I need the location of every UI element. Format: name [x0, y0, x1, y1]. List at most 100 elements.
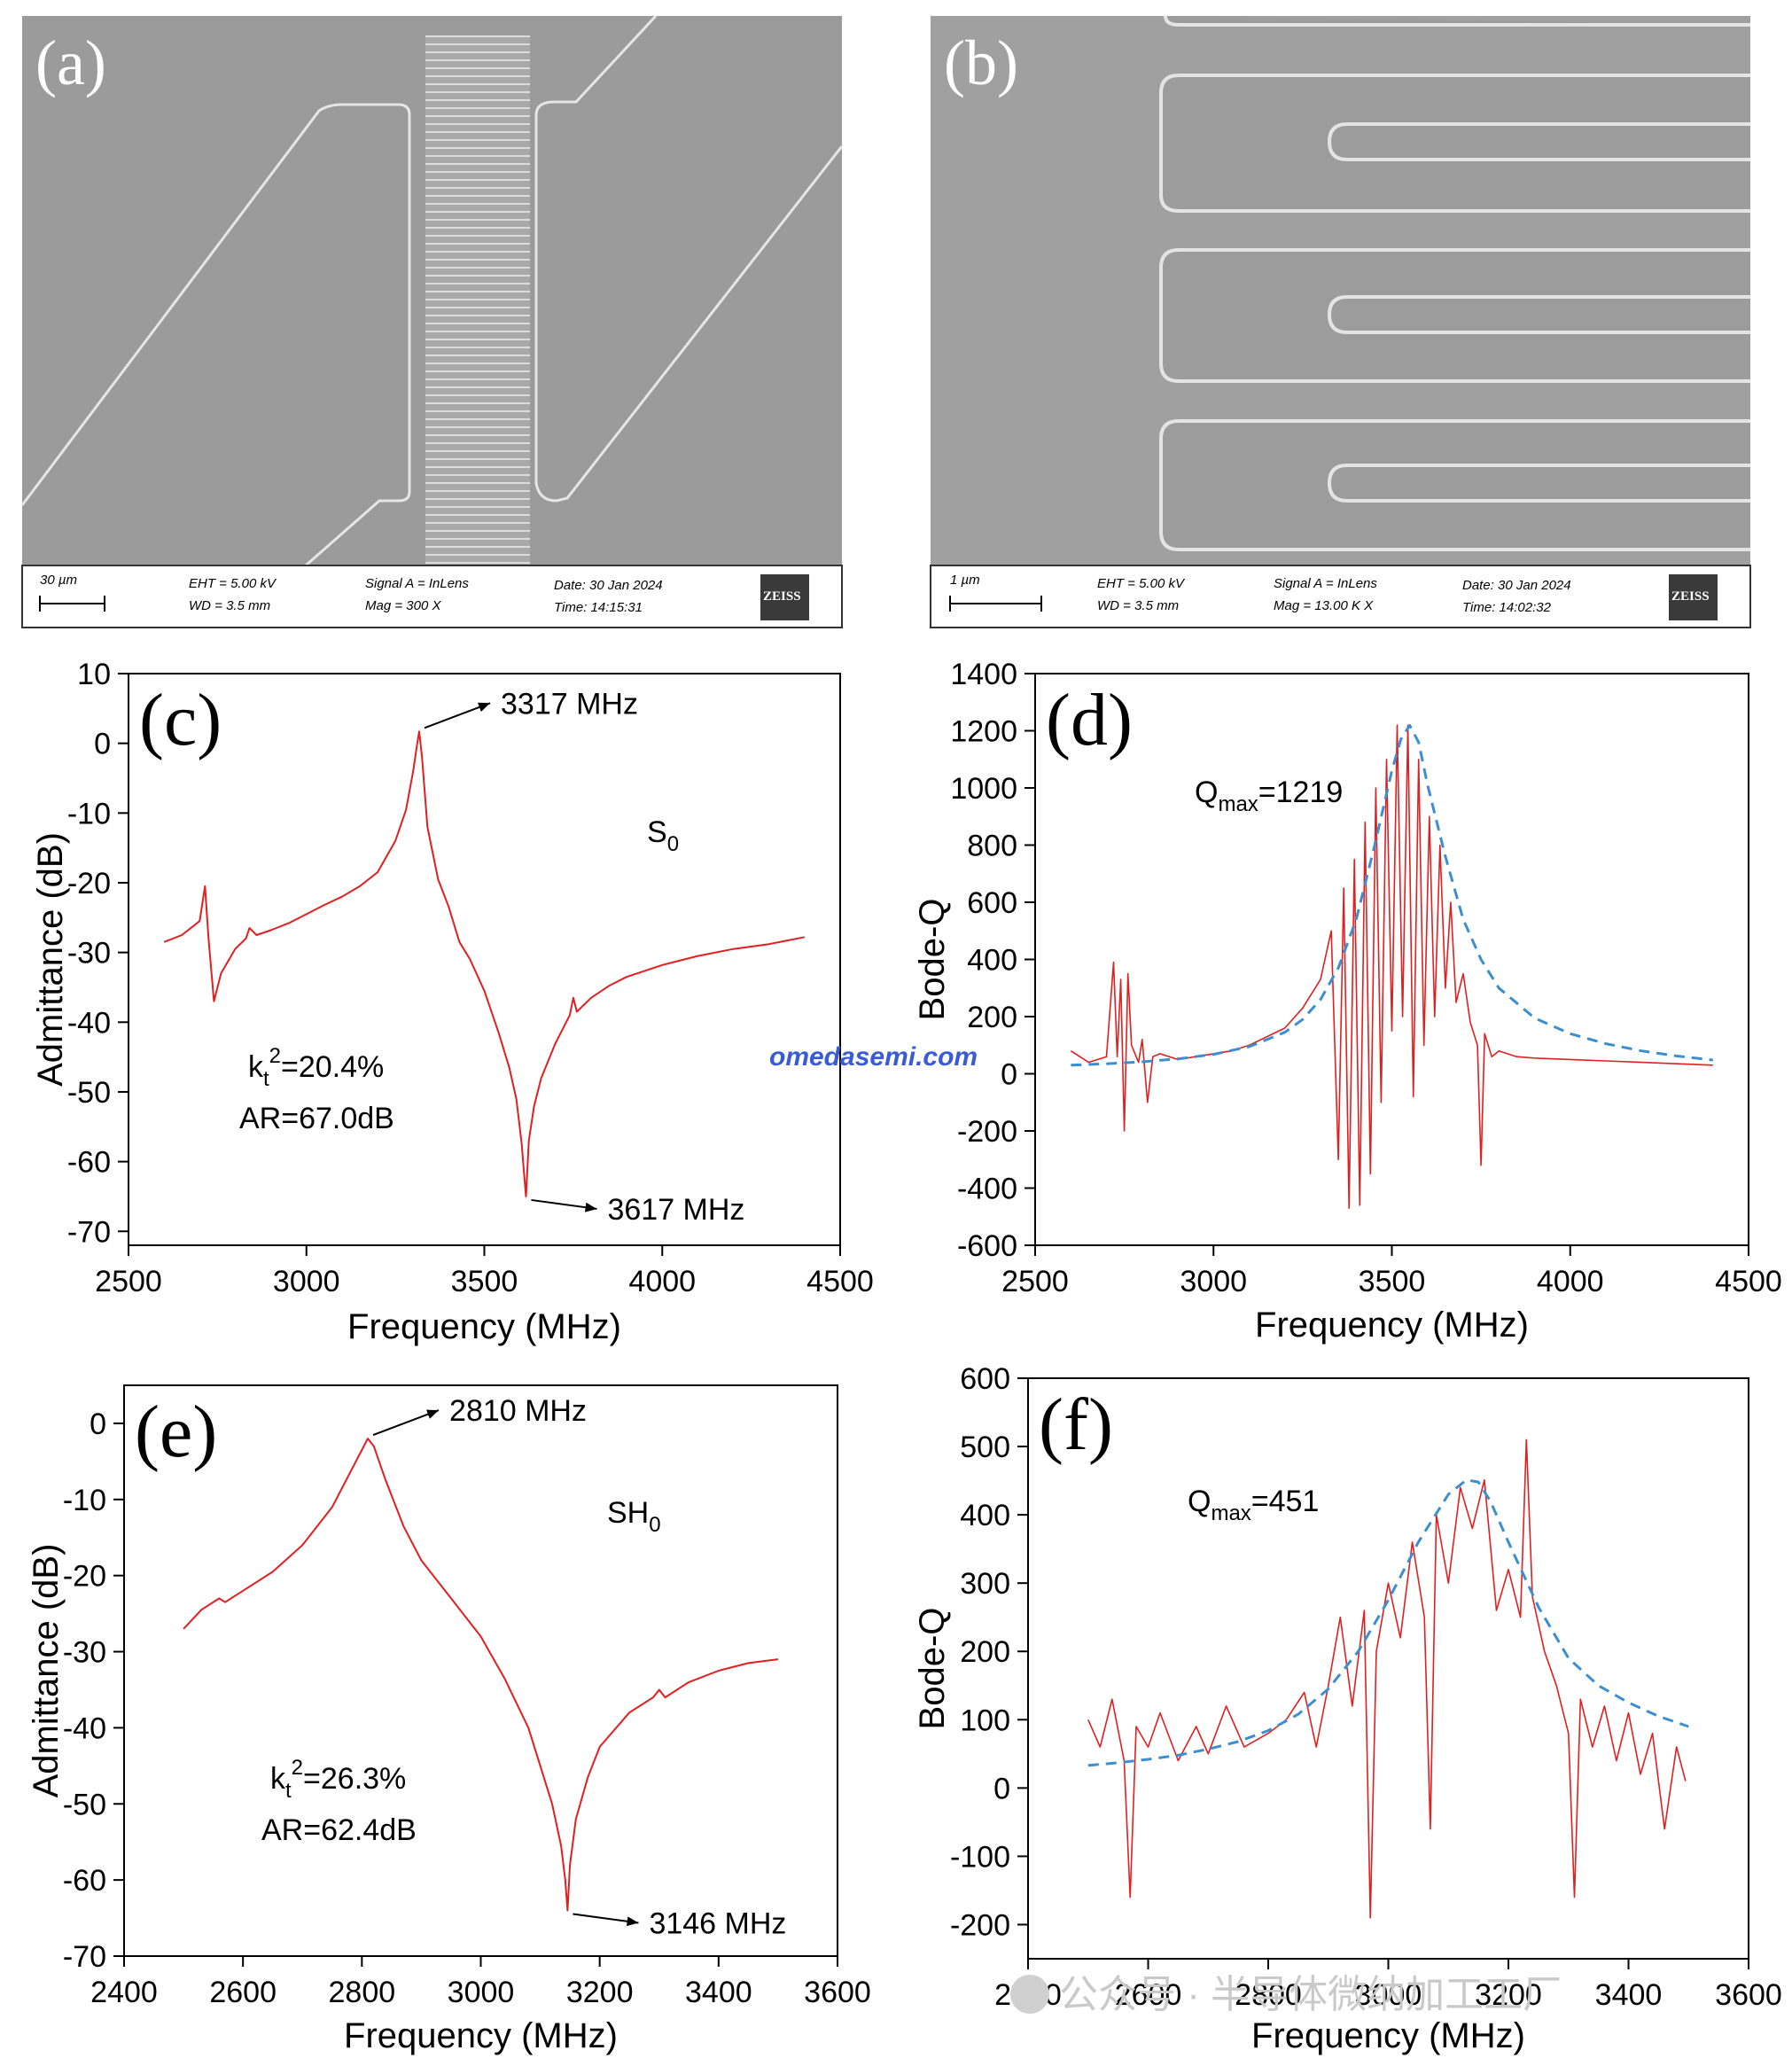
- x-tick-label: 3000: [448, 1976, 515, 2009]
- qmax-label: Qmax=451: [1188, 1485, 1319, 1525]
- qmax-sub: max: [1211, 1501, 1251, 1525]
- y-tick-label: -40: [67, 1006, 111, 1040]
- y-tick-label: 10: [77, 658, 111, 691]
- sem-panel-a: (a) 30 µm EHT = 5.00 kV WD = 3.5 mm Sign…: [20, 14, 844, 628]
- eht-a: EHT = 5.00 kV: [189, 576, 277, 591]
- y-tick-label: -200: [950, 1908, 1010, 1942]
- y-tick-label: 1000: [950, 772, 1017, 806]
- x-axis-title: Frequency (MHz): [347, 1307, 621, 1346]
- y-tick-label: -30: [63, 1636, 106, 1670]
- x-tick-label: 3000: [1355, 1978, 1422, 2012]
- wd-b: WD = 3.5 mm: [1097, 598, 1179, 613]
- chart-d-bode-q-s0: 2500 3000 3500 4000 450014001200100080060040…: [913, 658, 1782, 1345]
- kt2-main: k: [270, 1762, 286, 1796]
- annotation-arrowhead: [478, 702, 491, 712]
- date-b: Date: 30 Jan 2024: [1462, 578, 1571, 593]
- y-tick-label: -60: [63, 1864, 106, 1898]
- annotation-label: 3317 MHz: [501, 687, 638, 721]
- x-tick-label: 3200: [566, 1976, 634, 2009]
- signal-a: Signal A = InLens: [365, 576, 469, 591]
- mode-label: SH0: [607, 1496, 661, 1537]
- y-axis-title: Bode-Q: [913, 1608, 952, 1730]
- x-tick-label: 3400: [685, 1976, 752, 2009]
- y-tick-label: -100: [950, 1840, 1010, 1874]
- panel-label: (f): [1039, 1384, 1113, 1466]
- kt2-sub: t: [263, 1067, 269, 1091]
- y-tick-label: 600: [960, 1362, 1010, 1396]
- qmax-label: Qmax=1219: [1195, 776, 1343, 816]
- measured-curve: [1070, 724, 1713, 1209]
- x-tick-label: 3200: [1475, 1978, 1542, 2012]
- x-tick-label: 2800: [329, 1976, 396, 2009]
- y-tick-label: -200: [957, 1115, 1017, 1149]
- chart-c-admittance-s0: 2500 3000 3500 4000 4500 10 0 -10 -20 -30 -40 -50 -6…: [31, 658, 874, 1346]
- chart-e-admittance-sh0: 2400 2600 2800 3000 3200 3400 3600 0 -10 -20 -30 -4…: [27, 1384, 871, 2055]
- y-tick-label: -40: [63, 1711, 106, 1745]
- x-tick-label: 3600: [804, 1976, 871, 2009]
- mode-label-main: S: [647, 815, 667, 849]
- annotation-label: 2810 MHz: [449, 1394, 587, 1428]
- x-tick-label: 3400: [1595, 1978, 1663, 2012]
- x-axis-title: Frequency (MHz): [1255, 1306, 1529, 1345]
- annotation-label: 3617 MHz: [607, 1193, 744, 1227]
- sem-panel-b: (b) 1 µm EHT = 5.00 kV WD = 3.5 mm Signa…: [930, 15, 1751, 628]
- watermark-wechat: 公众号 · 半导体微纳加工工厂: [1010, 1973, 1562, 2016]
- y-tick-label: 200: [960, 1635, 1010, 1669]
- mag-a: Mag = 300 X: [365, 598, 441, 613]
- y-tick-label: 0: [993, 1772, 1010, 1805]
- y-axis-title: Admittance (dB): [27, 1544, 66, 1798]
- annotation-arrowhead: [584, 1202, 597, 1212]
- y-tick-label: 400: [967, 944, 1017, 978]
- mag-b: Mag = 13.00 K X: [1274, 598, 1374, 613]
- x-tick-label: 2600: [209, 1976, 277, 2009]
- annotation-arrowhead: [626, 1916, 639, 1927]
- x-axis-title: Frequency (MHz): [1251, 2016, 1525, 2055]
- y-tick-label: 400: [960, 1499, 1010, 1532]
- annotation-arrowhead: [426, 1409, 440, 1419]
- kt2-label: kt2=26.3%: [270, 1756, 406, 1803]
- x-tick-label: 3500: [451, 1265, 518, 1298]
- mode-label-sub: 0: [649, 1513, 660, 1537]
- qmax-value: =451: [1251, 1485, 1320, 1518]
- watermark-omedasemi: omedasemi.com: [769, 1042, 978, 1072]
- x-axis-title: Frequency (MHz): [344, 2016, 618, 2055]
- qmax-value: =1219: [1258, 776, 1344, 809]
- panel-label: (e): [135, 1391, 217, 1473]
- y-axis-title: Bode-Q: [913, 899, 952, 1021]
- plot-frame: [1027, 1377, 1749, 1960]
- time-a: Time: 14:15:31: [554, 600, 643, 615]
- y-tick-label: 0: [94, 728, 111, 761]
- wechat-icon: [1010, 1975, 1049, 2014]
- panel-label: (c): [139, 679, 222, 761]
- x-tick-label: 2600: [1115, 1978, 1182, 2012]
- zeiss-text-b: ZEISS: [1671, 589, 1710, 604]
- annotation-label: 3146 MHz: [649, 1906, 786, 1940]
- y-tick-label: -50: [63, 1788, 106, 1821]
- y-tick-label: -70: [67, 1215, 111, 1249]
- y-tick-label: -10: [63, 1484, 106, 1517]
- kt2-sup: 2: [269, 1044, 281, 1068]
- qmax-main: Q: [1195, 776, 1218, 809]
- x-tick-label: 3500: [1359, 1265, 1426, 1298]
- y-tick-label: 200: [967, 1001, 1017, 1034]
- admittance-curve: [183, 1438, 779, 1912]
- y-tick-label: -50: [67, 1076, 111, 1110]
- admittance-curve: [163, 730, 805, 1197]
- kt2-value: =26.3%: [303, 1762, 406, 1796]
- fit-curve: [1071, 723, 1713, 1067]
- y-tick-label: -20: [67, 867, 111, 900]
- y-tick-label: -20: [63, 1560, 106, 1594]
- eht-b: EHT = 5.00 kV: [1097, 576, 1186, 591]
- y-tick-label: 300: [960, 1567, 1010, 1601]
- mode-label-main: SH: [607, 1496, 649, 1530]
- mode-label: S0: [647, 815, 679, 856]
- chart-f-bode-q-sh0: 2400260028003000320034003600600500400300…: [913, 1362, 1782, 2055]
- y-axis-title: Admittance (dB): [31, 832, 70, 1087]
- kt2-value: =20.4%: [281, 1050, 384, 1084]
- y-tick-label: -30: [67, 937, 111, 971]
- y-tick-label: -400: [957, 1173, 1017, 1206]
- plot-frame: [1034, 673, 1749, 1246]
- scale-label-b: 1 µm: [950, 573, 980, 588]
- y-tick-label: -10: [67, 797, 111, 830]
